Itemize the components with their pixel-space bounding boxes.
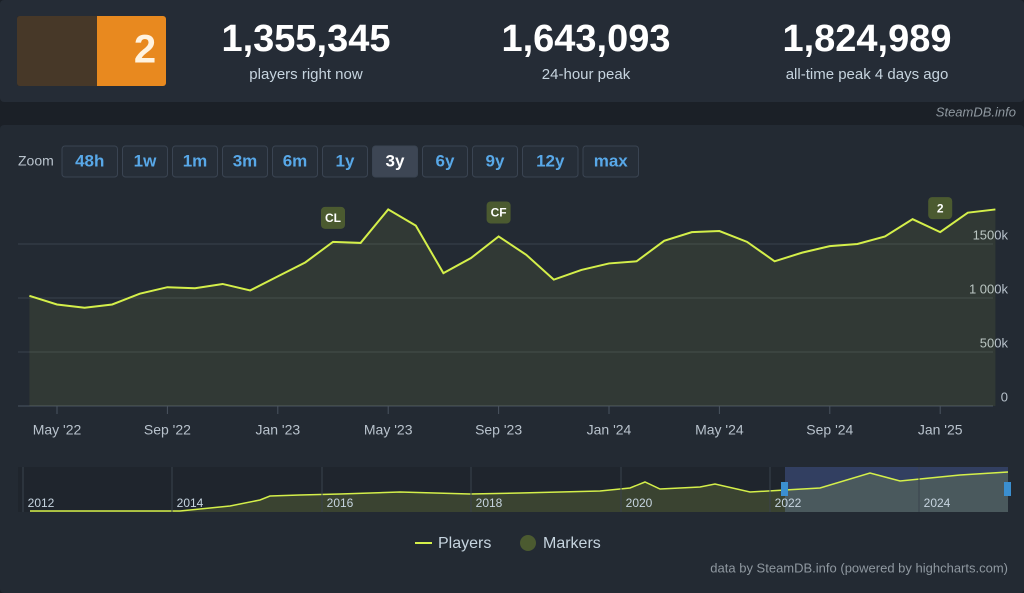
y-tick-label: 500k [980,335,1009,350]
marker[interactable] [321,206,345,229]
zoom-button-label: 1w [134,151,157,170]
zoom-button-label: 1y [336,151,355,170]
zoom-button[interactable] [222,145,268,178]
stat-label: players right now [249,66,363,83]
marker-label: CF [491,206,507,220]
zoom-button[interactable] [61,145,118,178]
y-tick-label: 1500k [973,227,1009,242]
legend-item[interactable]: Players [438,535,491,552]
stat-label: all-time peak 4 days ago [786,66,949,83]
navigator-handle[interactable] [1004,482,1011,496]
x-tick-label: Sep '22 [144,422,191,438]
x-tick-label: Jan '23 [255,422,300,438]
zoom-button[interactable] [372,145,418,178]
marker[interactable] [928,197,953,220]
navigator-year: 2012 [28,496,55,510]
y-tick-label: 1 000k [969,281,1009,296]
zoom-button-label: 6y [436,151,455,170]
zoom-button-label: 1m [183,151,208,170]
watermark: SteamDB.info [936,104,1016,119]
logo-mark: 2 [134,28,156,72]
zoom-label: Zoom [18,153,54,169]
navigator-area [30,472,1008,512]
zoom-button[interactable] [582,145,639,178]
x-tick-label: Jan '25 [918,422,963,438]
marker-label: CL [325,211,341,225]
navigator-year: 2022 [775,496,802,510]
navigator-handle[interactable] [781,482,788,496]
navigator-year: 2024 [924,496,951,510]
zoom-button[interactable] [172,145,218,178]
zoom-button[interactable] [322,145,368,178]
x-tick-label: Sep '24 [806,422,853,438]
zoom-button[interactable] [522,145,579,178]
x-tick-label: May '22 [33,422,82,438]
x-tick-label: Sep '23 [475,422,522,438]
stat-label: 24-hour peak [542,66,631,83]
navigator-year: 2020 [626,496,653,510]
image-shade [17,16,97,86]
stat-value: 1,824,989 [782,18,951,60]
marker-label: 2 [937,201,944,215]
legend-marker [520,535,536,551]
credits: data by SteamDB.info (powered by highcha… [710,560,1008,575]
legend-item[interactable]: Markers [543,535,601,552]
x-tick-label: Jan '24 [587,422,632,438]
stat-value: 1,643,093 [501,18,670,60]
marker[interactable] [486,201,511,224]
zoom-button[interactable] [122,145,168,178]
zoom-button-label: 9y [486,151,505,170]
zoom-button[interactable] [472,145,518,178]
zoom-button-label: 6m [283,151,308,170]
zoom-button[interactable] [272,145,318,178]
zoom-button-label: 48h [75,151,104,170]
series-line [29,208,996,309]
stats-panel [0,0,1024,102]
y-tick-label: 0 [1001,389,1008,404]
zoom-button-label: max [594,151,629,170]
navigator-line [30,471,1009,512]
zoom-button-label: 3y [386,151,405,170]
zoom-button[interactable] [422,145,468,178]
x-tick-label: May '24 [695,422,744,438]
navigator-year: 2014 [177,496,204,510]
x-tick-label: May '23 [364,422,413,438]
zoom-button-label: 12y [536,151,565,170]
navigator-year: 2016 [327,496,354,510]
series-area [29,209,996,406]
zoom-button-label: 3m [233,151,258,170]
navigator-year: 2018 [476,496,503,510]
stat-value: 1,355,345 [221,18,390,60]
